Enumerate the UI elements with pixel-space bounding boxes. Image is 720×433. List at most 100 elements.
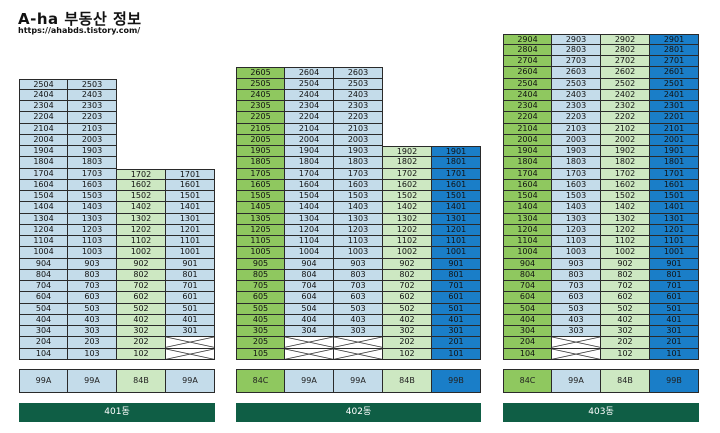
unit-cell-1903: 1903 [68,146,117,158]
unit-cell-1803: 1803 [334,157,383,169]
unit-cell-1801: 1801 [432,157,481,169]
unit-cell-2802: 2802 [601,44,650,56]
unit-type-label: 84C [236,369,285,393]
unit-cell-602: 602 [383,292,432,304]
unit-cell-1703: 1703 [552,168,601,180]
unit-cell-1502: 1502 [601,191,650,203]
unit-cell-1501: 1501 [650,191,699,203]
floor-grid-3: 2904 2903 2902 2901 2804 2803 2802 2801 2704 2703… [503,33,699,360]
unit-cell-2305: 2305 [236,101,285,113]
unit-cell-1701: 1701 [650,168,699,180]
unit-cell-1804: 1804 [285,157,334,169]
unit-cell-2102: 2102 [601,123,650,135]
unit-cell-502: 502 [383,303,432,315]
unit-cell-1602: 1602 [601,179,650,191]
unit-cell-1001: 1001 [432,247,481,259]
unit-type-label: 99A [19,369,68,393]
unit-cell-1802: 1802 [601,157,650,169]
unit-cell-2502: 2502 [601,78,650,90]
unit-cell-601: 601 [166,292,215,304]
unit-cell-2003: 2003 [334,134,383,146]
unit-cell-1604: 1604 [285,179,334,191]
unit-cell-403: 403 [552,314,601,326]
floor-grid-2: 2605 2604 2603 2505 2504 2503 2405 2404 2403 2305… [236,67,481,360]
unit-cell-1102: 1102 [117,236,166,248]
unit-cell-1103: 1103 [334,236,383,248]
unit-cell-602: 602 [117,292,166,304]
unit-cell-1801: 1801 [650,157,699,169]
unit-cell-2602: 2602 [601,67,650,79]
unit-cell-1904: 1904 [503,146,552,158]
unit-cell-1503: 1503 [552,191,601,203]
unit-cell-2605: 2605 [236,67,285,79]
unit-cell-501: 501 [166,303,215,315]
unit-cell-1905: 1905 [236,146,285,158]
unit-cell-2205: 2205 [236,112,285,124]
unit-type-label: 99B [432,369,481,393]
unit-cell-1903: 1903 [552,146,601,158]
unit-cell-1705: 1705 [236,168,285,180]
unit-cell-1504: 1504 [503,191,552,203]
empty-slot [117,146,166,157]
unit-cell-604: 604 [503,292,552,304]
unit-cell-1601: 1601 [432,179,481,191]
unit-cell-604: 604 [19,292,68,304]
unit-cell-1402: 1402 [601,202,650,214]
empty-slot [383,112,432,123]
unit-cell-1104: 1104 [19,236,68,248]
unit-cell-1004: 1004 [19,247,68,259]
unit-cell-102: 102 [601,348,650,360]
unit-cell-404: 404 [503,314,552,326]
unit-cell-101: 101 [432,348,481,360]
unit-cell-2203: 2203 [552,112,601,124]
unit-cell-2204: 2204 [503,112,552,124]
empty-slot [117,79,166,90]
building-label: 402동 [236,403,481,422]
unit-cell-2202: 2202 [601,112,650,124]
unit-cell-702: 702 [117,281,166,293]
unit-cell-2601: 2601 [650,67,699,79]
empty-slot [383,90,432,101]
unit-cell-801: 801 [650,269,699,281]
unit-cell-2104: 2104 [19,123,68,135]
unit-cell-2603: 2603 [552,67,601,79]
unit-cell-1904: 1904 [19,146,68,158]
unit-cell-405: 405 [236,314,285,326]
unit-cell-802: 802 [383,269,432,281]
unit-cell-501: 501 [650,303,699,315]
unit-cell-503: 503 [552,303,601,315]
unavailable-unit [285,337,334,349]
unit-cell-1902: 1902 [383,146,432,158]
empty-slot [117,135,166,146]
unit-cell-902: 902 [601,258,650,270]
unit-cell-804: 804 [503,269,552,281]
unit-type-label: 99A [166,369,215,393]
unit-cell-203: 203 [68,337,117,349]
unit-cell-1804: 1804 [19,157,68,169]
unit-cell-1302: 1302 [383,213,432,225]
empty-slot [383,79,432,90]
unit-cell-1803: 1803 [552,157,601,169]
unit-cell-2503: 2503 [552,78,601,90]
unit-cell-2804: 2804 [503,44,552,56]
unit-cell-1001: 1001 [166,247,215,259]
unit-cell-803: 803 [334,269,383,281]
unit-cell-701: 701 [432,281,481,293]
unit-cell-2304: 2304 [285,101,334,113]
unit-cell-904: 904 [503,258,552,270]
unit-type-label: 84B [117,369,166,393]
unit-cell-404: 404 [285,314,334,326]
unit-cell-2003: 2003 [552,134,601,146]
empty-slot [117,157,166,168]
unit-cell-2005: 2005 [236,134,285,146]
unit-cell-1704: 1704 [285,168,334,180]
unit-cell-2604: 2604 [503,67,552,79]
unit-cell-302: 302 [601,326,650,338]
unit-cell-304: 304 [285,326,334,338]
unit-cell-704: 704 [285,281,334,293]
unit-cell-2403: 2403 [334,89,383,101]
unit-cell-2405: 2405 [236,89,285,101]
empty-slot [166,112,215,123]
unit-cell-602: 602 [601,292,650,304]
unit-cell-1404: 1404 [19,202,68,214]
